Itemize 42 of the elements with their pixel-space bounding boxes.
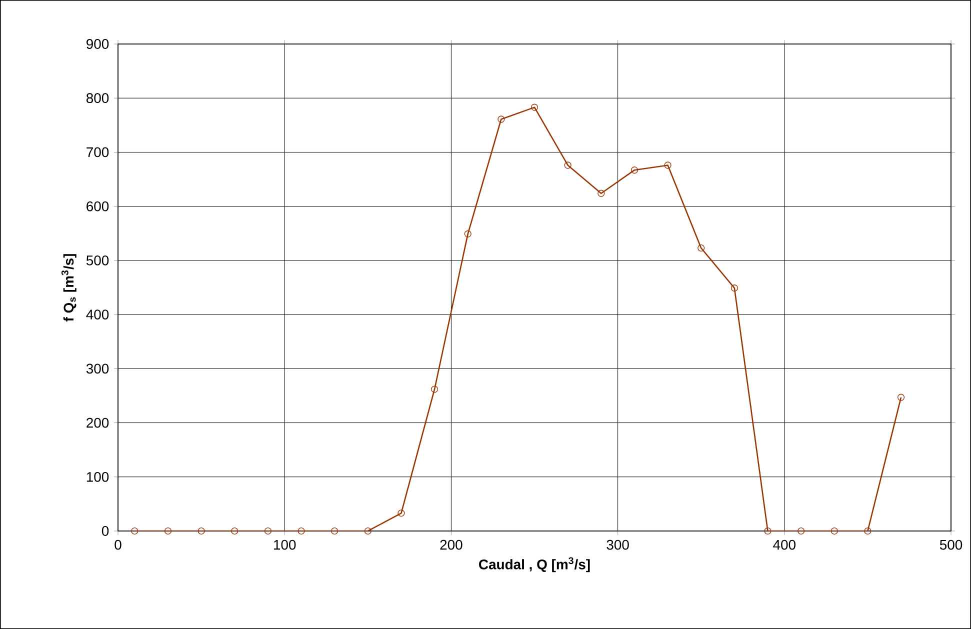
point	[131, 527, 138, 535]
point	[364, 527, 372, 535]
y-tick-label: 500	[86, 255, 109, 266]
point	[431, 386, 438, 393]
y-tick-label: 400	[86, 310, 109, 320]
y-tick-label: 700	[86, 147, 109, 158]
point	[398, 510, 405, 517]
point	[264, 527, 272, 535]
point	[498, 116, 505, 123]
point	[864, 527, 872, 535]
y-tick-label: 600	[86, 201, 109, 212]
point	[298, 527, 305, 535]
point	[698, 244, 705, 252]
point	[830, 527, 838, 535]
point	[730, 284, 738, 292]
y-tick-label: 800	[86, 93, 109, 104]
y-tick-label: 300	[86, 364, 109, 374]
point	[530, 104, 538, 111]
point	[198, 527, 205, 535]
point	[630, 166, 638, 174]
point	[664, 162, 672, 169]
point	[764, 527, 772, 535]
point	[464, 230, 472, 238]
x-axis-title: Caudal , Q [m$^{3}$/s]	[479, 557, 590, 572]
point	[164, 527, 172, 535]
x-tick-label: 300	[606, 540, 629, 550]
x-tick-label: 200	[440, 540, 462, 550]
point	[564, 162, 572, 169]
point	[331, 527, 338, 535]
y-tick-label: 900	[86, 39, 109, 49]
y-tick-label: 0	[102, 526, 109, 536]
point	[798, 527, 805, 535]
point	[897, 394, 905, 401]
y-tick-label: 200	[86, 418, 109, 428]
point	[598, 190, 605, 197]
x-tick-label: 500	[940, 540, 962, 550]
y-tick-label: 100	[86, 472, 109, 482]
y-axis-title: f Q$_{s}$ [m$^{3}$/s]	[61, 254, 76, 322]
x-tick-label: 0	[114, 540, 122, 550]
x-tick-label: 100	[274, 540, 296, 550]
point	[231, 527, 238, 535]
x-tick-label: 400	[773, 540, 796, 550]
